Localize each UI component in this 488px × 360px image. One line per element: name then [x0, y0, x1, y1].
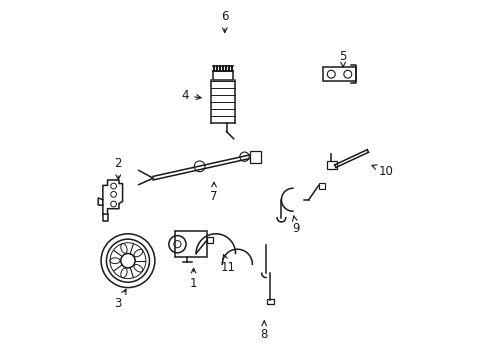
Text: 9: 9: [292, 216, 300, 235]
Bar: [323, 67, 355, 81]
Bar: [249, 150, 260, 163]
Text: 4: 4: [181, 89, 201, 102]
Bar: [206, 237, 213, 243]
Text: 3: 3: [114, 289, 126, 310]
Text: 7: 7: [210, 182, 217, 203]
Text: 10: 10: [371, 165, 393, 177]
Text: 5: 5: [339, 50, 346, 67]
Text: 8: 8: [260, 321, 267, 341]
Bar: [174, 231, 206, 257]
Text: 2: 2: [114, 157, 122, 180]
Bar: [266, 300, 273, 304]
Bar: [318, 183, 325, 189]
Bar: [326, 161, 336, 169]
Text: 6: 6: [221, 10, 228, 32]
Bar: [212, 71, 233, 80]
Text: 1: 1: [189, 268, 197, 291]
Text: 11: 11: [221, 255, 235, 274]
